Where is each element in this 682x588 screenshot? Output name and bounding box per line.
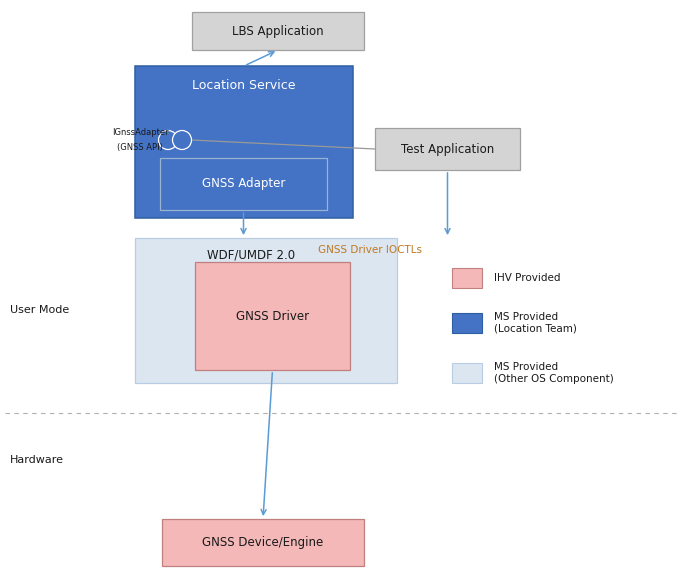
Text: GNSS Device/Engine: GNSS Device/Engine (203, 536, 324, 549)
Text: Hardware: Hardware (10, 455, 64, 465)
Text: GNSS Driver IOCTLs: GNSS Driver IOCTLs (318, 245, 422, 255)
Text: LBS Application: LBS Application (232, 25, 324, 38)
Text: IGnssAdapter: IGnssAdapter (112, 128, 168, 137)
Text: (GNSS API): (GNSS API) (117, 143, 163, 152)
Text: GNSS Driver: GNSS Driver (236, 309, 309, 322)
Bar (375, 128, 520, 170)
Text: User Mode: User Mode (10, 305, 70, 315)
Bar (135, 238, 397, 383)
Bar (195, 262, 350, 370)
Bar (160, 158, 327, 210)
Bar (192, 12, 364, 50)
Bar (452, 268, 482, 288)
Circle shape (173, 131, 192, 149)
Text: IHV Provided: IHV Provided (494, 273, 561, 283)
Text: WDF/UMDF 2.0: WDF/UMDF 2.0 (207, 249, 295, 262)
Bar (135, 66, 353, 218)
Text: Location Service: Location Service (192, 79, 296, 92)
Bar (162, 519, 364, 566)
Text: MS Provided
(Other OS Component): MS Provided (Other OS Component) (494, 362, 614, 384)
Circle shape (158, 131, 177, 149)
Bar (452, 313, 482, 333)
Text: Test Application: Test Application (401, 142, 494, 155)
Bar (452, 363, 482, 383)
Text: MS Provided
(Location Team): MS Provided (Location Team) (494, 312, 577, 334)
Text: GNSS Adapter: GNSS Adapter (202, 178, 285, 191)
